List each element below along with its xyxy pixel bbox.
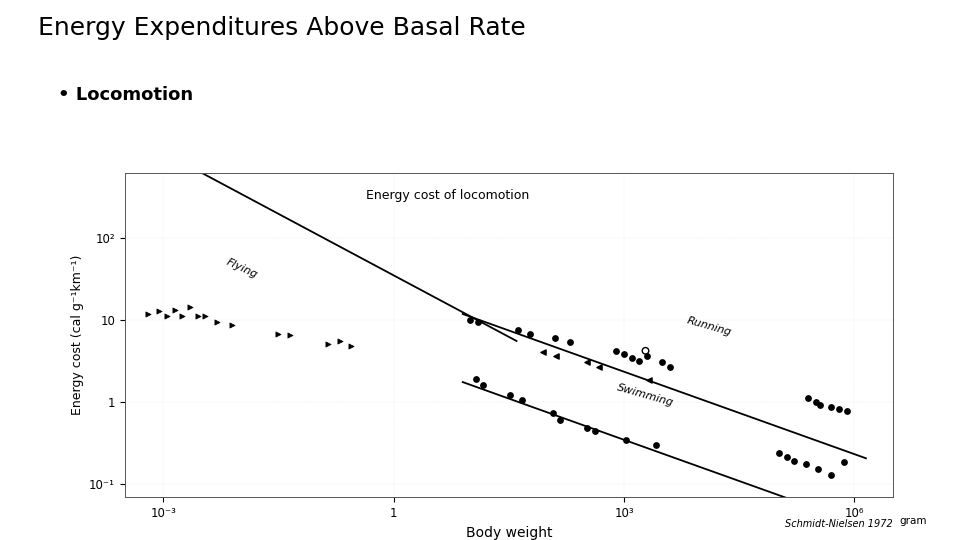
Point [463, 315, 478, 324]
Point [810, 464, 826, 473]
Point [839, 407, 854, 416]
Point [801, 393, 816, 402]
Point [641, 376, 657, 384]
Text: Running: Running [685, 315, 732, 337]
Point [618, 436, 634, 444]
Point [282, 331, 298, 340]
Point [837, 458, 852, 467]
Point [515, 396, 530, 404]
Y-axis label: Energy cost (cal g⁻¹km⁻¹): Energy cost (cal g⁻¹km⁻¹) [70, 255, 84, 415]
Point [649, 441, 664, 449]
Point [468, 374, 484, 383]
Point [470, 318, 486, 326]
Text: Swimming: Swimming [616, 383, 675, 409]
Point [609, 347, 624, 355]
Point [344, 342, 359, 350]
Point [824, 470, 839, 479]
Point [547, 334, 563, 343]
Point [332, 336, 348, 345]
Point [799, 460, 814, 468]
Point [476, 381, 492, 389]
Point [167, 306, 182, 314]
Point [503, 391, 518, 400]
Point [182, 303, 198, 312]
Point [812, 401, 828, 409]
Point [580, 423, 595, 432]
Text: Energy cost of locomotion: Energy cost of locomotion [366, 189, 529, 202]
Point [175, 312, 190, 321]
Point [225, 321, 240, 330]
Text: • Locomotion: • Locomotion [58, 86, 193, 104]
Text: Schmidt-Nielsen 1972: Schmidt-Nielsen 1972 [785, 519, 893, 529]
Point [655, 358, 670, 367]
Point [772, 448, 787, 457]
Point [616, 350, 632, 359]
Point [198, 312, 213, 321]
Point [321, 340, 336, 348]
Point [588, 427, 603, 435]
Point [787, 456, 803, 465]
Point [271, 329, 286, 338]
Point [831, 404, 847, 413]
Point [639, 352, 655, 360]
Point [553, 415, 568, 424]
Point [159, 312, 175, 321]
Point [824, 402, 839, 411]
Point [190, 312, 205, 321]
Point [808, 397, 824, 406]
Text: Energy Expenditures Above Basal Rate: Energy Expenditures Above Basal Rate [38, 16, 526, 40]
Point [662, 363, 678, 372]
Point [780, 453, 795, 462]
X-axis label: Body weight: Body weight [466, 526, 552, 540]
Point [536, 348, 551, 357]
Point [545, 409, 561, 417]
Point [563, 338, 578, 346]
Point [549, 352, 564, 360]
Point [140, 309, 156, 318]
Point [624, 354, 639, 362]
Text: gram: gram [900, 516, 927, 526]
Point [632, 356, 647, 365]
Point [522, 329, 538, 338]
Point [591, 363, 607, 372]
Text: Flying: Flying [225, 256, 259, 280]
Point [152, 307, 167, 316]
Point [511, 326, 526, 335]
Point [209, 318, 225, 326]
Point [580, 358, 595, 367]
Point [637, 347, 653, 355]
